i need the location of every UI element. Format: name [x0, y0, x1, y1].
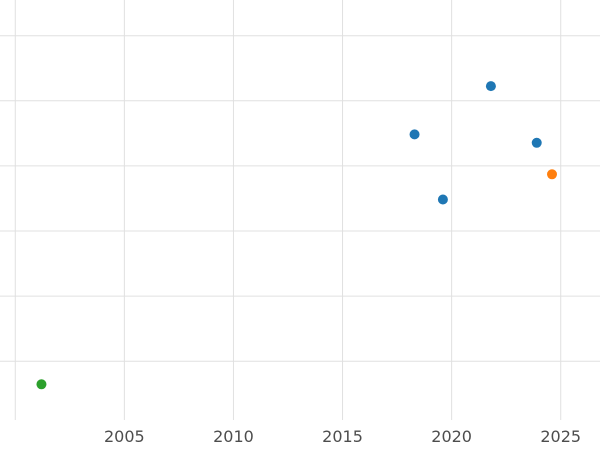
data-point-blue: [437, 194, 448, 205]
x-tick-label: 2010: [213, 427, 254, 446]
data-point-orange: [547, 169, 557, 180]
data-point-green: [36, 379, 47, 390]
x-tick-label: 2025: [540, 427, 581, 446]
x-tick-label: 2015: [322, 427, 363, 446]
data-point-blue: [531, 137, 542, 148]
x-tick-label: 2005: [104, 427, 145, 446]
x-tick-label: 2020: [431, 427, 472, 446]
data-point-blue: [485, 81, 496, 92]
data-point-blue: [409, 129, 420, 140]
